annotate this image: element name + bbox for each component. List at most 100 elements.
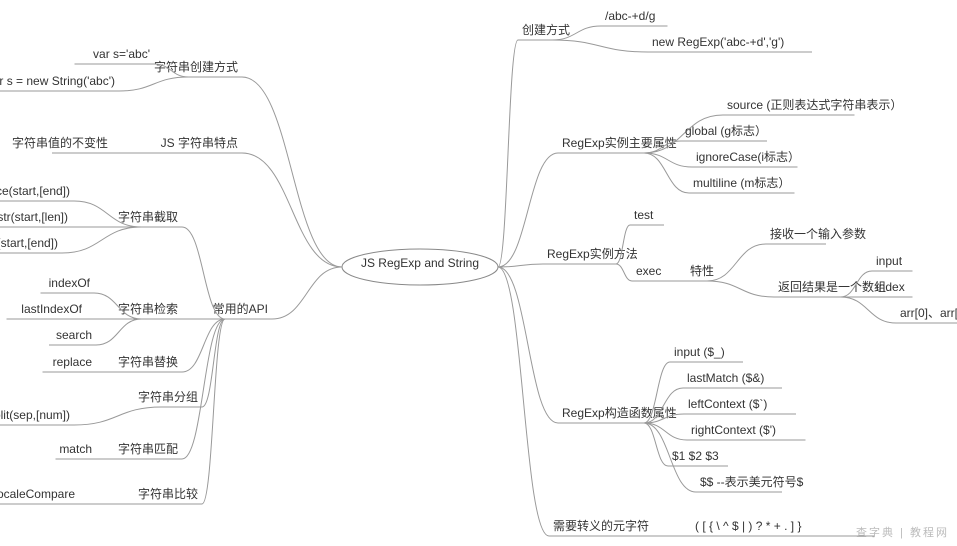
svg-text:leftContext ($`): leftContext ($`)	[688, 397, 767, 411]
svg-text:var s='abc': var s='abc'	[93, 47, 150, 61]
edge-regex-ctor-props	[498, 267, 558, 423]
node-slice: slice(start,[end])	[0, 184, 74, 201]
node-leftcontext: leftContext ($`)	[684, 397, 796, 414]
edge-exec	[616, 264, 632, 281]
node-lastmatch: lastMatch ($&)	[683, 371, 782, 388]
svg-text:字符串替换: 字符串替换	[118, 354, 178, 369]
edge-create-way	[498, 40, 518, 267]
node-ignorecase: ignoreCase(i标志）	[692, 150, 800, 167]
node-str-compare: 字符串比较	[138, 486, 202, 504]
node-common-api: 常用的API	[213, 301, 272, 319]
edge-str-create	[242, 77, 342, 267]
node-substring: substring(start,[end])	[0, 236, 62, 253]
svg-text:特性: 特性	[690, 263, 714, 278]
node-match: match	[56, 442, 97, 459]
svg-text:字符串比较: 字符串比较	[138, 486, 198, 501]
svg-text:lastMatch ($&): lastMatch ($&)	[687, 371, 764, 385]
svg-text:$1 $2 $3: $1 $2 $3	[672, 449, 719, 463]
node-regex-new: new RegExp('abc-+d','g')	[648, 35, 812, 52]
svg-text:new RegExp('abc-+d','g'): new RegExp('abc-+d','g')	[652, 35, 784, 49]
svg-text:RegExp实例主要属性: RegExp实例主要属性	[562, 135, 677, 150]
svg-text:exec: exec	[636, 264, 661, 278]
svg-text:search: search	[56, 328, 92, 342]
node-var-s-new: var s = new String('abc')	[0, 74, 119, 91]
node-test: test	[630, 208, 664, 225]
svg-text:index: index	[876, 280, 905, 294]
node-localecompare: localeCompare	[0, 487, 79, 504]
root-label: JS RegExp and String	[361, 256, 479, 270]
node-create-way: 创建方式	[518, 22, 570, 40]
svg-text:substring(start,[end]): substring(start,[end])	[0, 236, 58, 250]
node-str-split: 字符串分组	[138, 389, 202, 407]
svg-text:JS 字符串特点: JS 字符串特点	[161, 135, 238, 150]
svg-text:字符串创建方式: 字符串创建方式	[154, 59, 238, 74]
node-lastindexof: lastIndexOf	[7, 302, 87, 319]
node-ret-array: 返回结果是一个数组	[774, 279, 886, 297]
svg-text:ignoreCase(i标志）: ignoreCase(i标志）	[696, 150, 800, 164]
svg-text:replace: replace	[53, 355, 93, 369]
node-input: input	[872, 254, 913, 271]
node-escape-list: ( [ { \ ^ $ | ) ? * + . ] }	[691, 519, 875, 536]
node-str-match: 字符串匹配	[118, 441, 182, 459]
node-str-replace: 字符串替换	[118, 354, 182, 372]
node-escape-chars: 需要转义的元字符	[549, 518, 649, 536]
svg-text:接收一个输入参数: 接收一个输入参数	[770, 226, 866, 241]
svg-text:split(sep,[num]): split(sep,[num])	[0, 408, 70, 422]
svg-text:var s = new String('abc'): var s = new String('abc')	[0, 74, 115, 88]
node-regex-methods: RegExp实例方法	[543, 246, 638, 264]
edge-substring	[62, 227, 142, 253]
node-immutable: 字符串值的不变性	[12, 135, 112, 153]
svg-text:RegExp实例方法: RegExp实例方法	[547, 246, 638, 261]
svg-text:source (正则表达式字符串表示）: source (正则表达式字符串表示）	[727, 97, 902, 112]
node-str-cut: 字符串截取	[118, 209, 182, 227]
edge-var-s-new	[119, 77, 189, 91]
svg-text:substr(start,[len]): substr(start,[len])	[0, 210, 68, 224]
node-multiline: multiline (m标志）	[689, 176, 795, 193]
svg-text:test: test	[634, 208, 654, 222]
svg-text:slice(start,[end]): slice(start,[end])	[0, 184, 70, 198]
svg-text:字符串匹配: 字符串匹配	[118, 441, 178, 456]
edge-str-match	[182, 319, 225, 459]
svg-text:lastIndexOf: lastIndexOf	[21, 302, 82, 316]
svg-text:创建方式: 创建方式	[522, 22, 570, 37]
node-index: index	[872, 280, 913, 297]
edge-regex-new	[552, 40, 648, 52]
node-var-s-abc: var s='abc'	[75, 47, 155, 64]
watermark: 查字典 | 教程网	[856, 524, 949, 540]
edge-search	[96, 319, 142, 345]
node-exec-trait: 特性	[686, 263, 714, 281]
svg-text:global (g标志）: global (g标志）	[685, 124, 767, 138]
svg-text:arr[0]、arr[1]...: arr[0]、arr[1]...	[900, 306, 957, 320]
edge-arr0	[841, 297, 897, 323]
node-substr: substr(start,[len])	[0, 210, 72, 227]
svg-text:/abc-+d/g: /abc-+d/g	[605, 9, 655, 23]
node-exec: exec	[632, 264, 666, 281]
node-str-feature: JS 字符串特点	[161, 135, 242, 153]
edge-ret-array	[707, 281, 774, 297]
svg-text:需要转义的元字符: 需要转义的元字符	[553, 518, 649, 533]
node-search: search	[49, 328, 96, 345]
svg-text:字符串分组: 字符串分组	[138, 389, 198, 404]
node-str-search: 字符串检索	[118, 301, 182, 319]
node-global: global (g标志）	[681, 124, 767, 141]
svg-text:返回结果是一个数组: 返回结果是一个数组	[778, 279, 886, 294]
svg-text:multiline (m标志）: multiline (m标志）	[693, 176, 790, 190]
svg-text:( [ { \ ^ $ | ) ? * + . ] }: ( [ { \ ^ $ | ) ? * + . ] }	[695, 519, 801, 533]
edge-split	[74, 407, 162, 425]
svg-text:indexOf: indexOf	[49, 276, 91, 290]
node-one-arg: 接收一个输入参数	[766, 226, 866, 244]
svg-text:字符串截取: 字符串截取	[118, 209, 178, 224]
node-dollardollar: $$ --表示美元符号$	[696, 474, 804, 492]
svg-text:match: match	[59, 442, 92, 456]
node-indexof: indexOf	[41, 276, 95, 293]
node-regex-literal: /abc-+d/g	[601, 9, 668, 26]
node-input-prop: input ($_)	[670, 345, 743, 362]
edge-str-compare	[202, 319, 225, 504]
edge-rightcontext	[644, 423, 687, 440]
edge-one-arg	[707, 244, 766, 281]
svg-text:常用的API: 常用的API	[213, 301, 268, 316]
svg-text:$$ --表示美元符号$: $$ --表示美元符号$	[700, 474, 804, 489]
node-dollar123: $1 $2 $3	[668, 449, 728, 466]
edge-common-api	[272, 267, 342, 319]
svg-text:input: input	[876, 254, 903, 268]
